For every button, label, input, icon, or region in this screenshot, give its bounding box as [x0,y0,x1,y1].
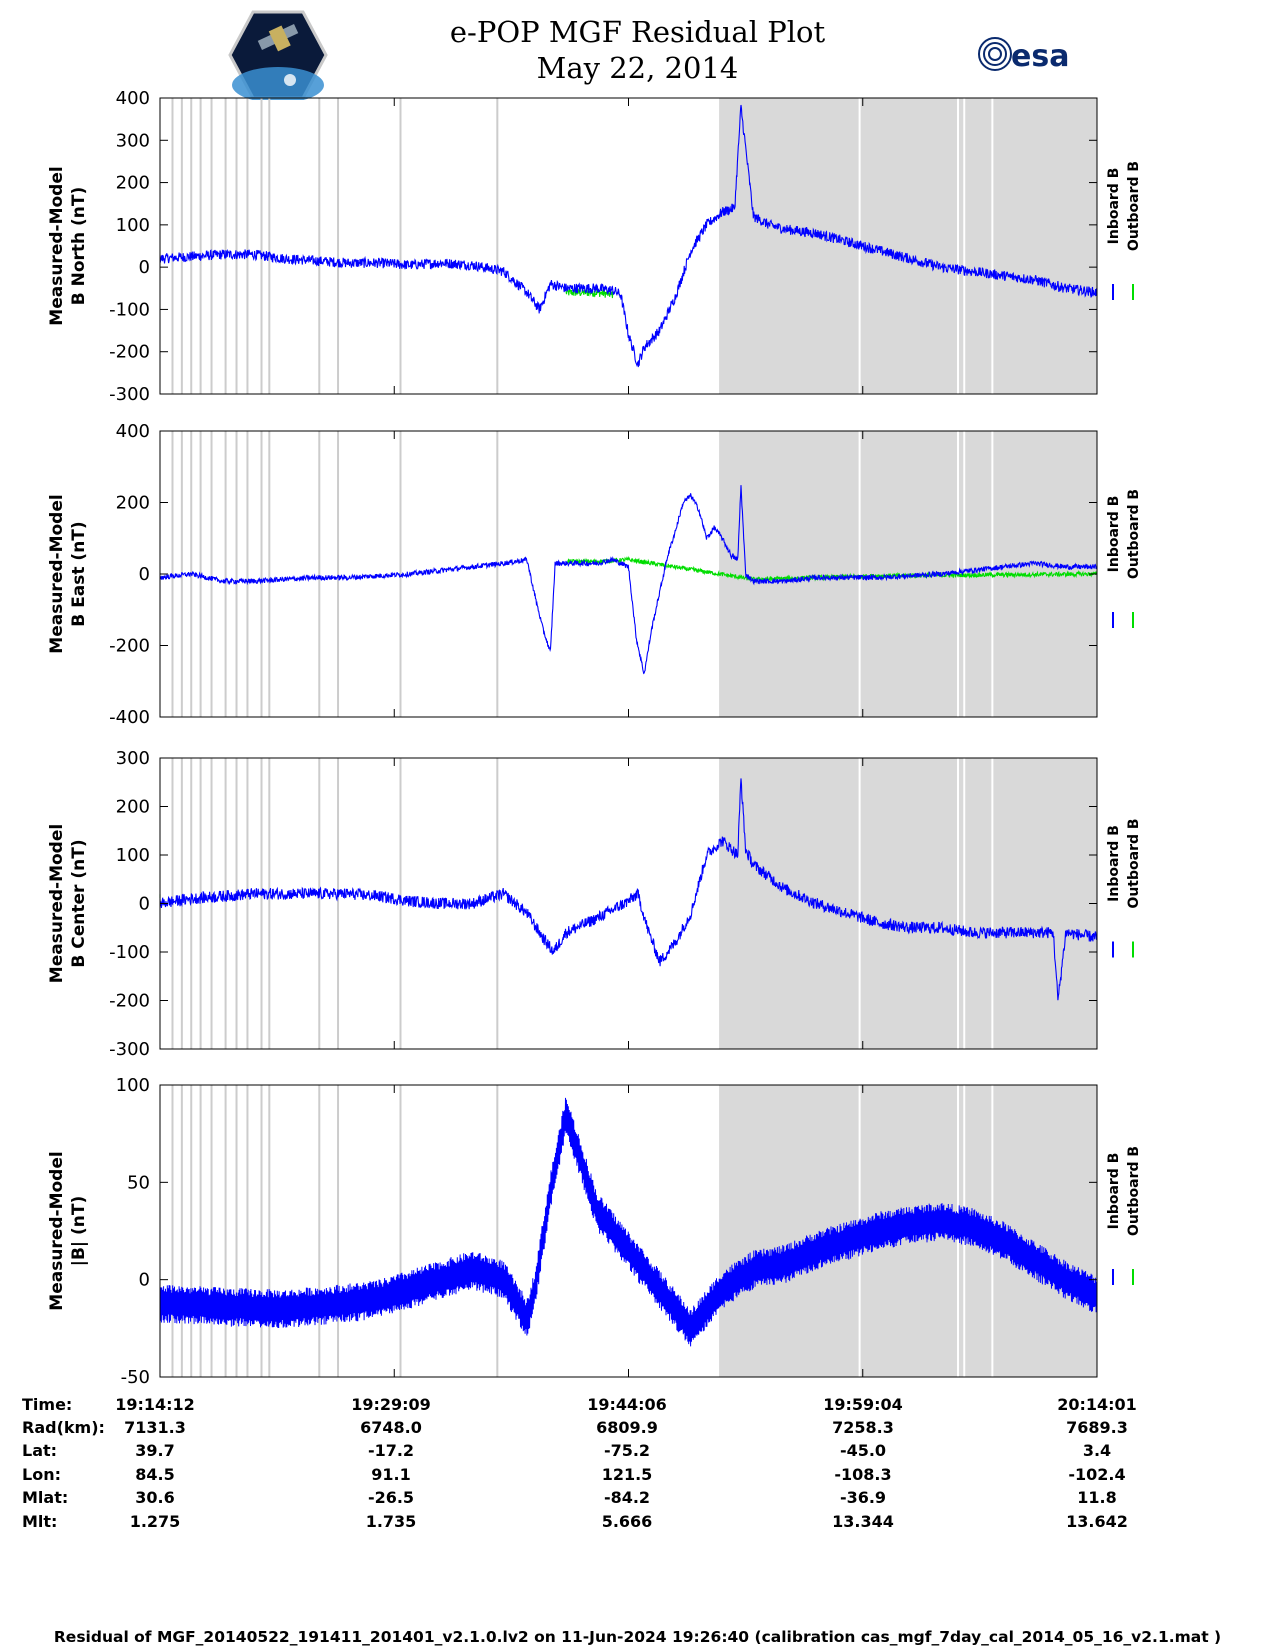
esa-logo: esa [978,37,1069,74]
y-tick-label: 0 [139,564,150,585]
y-axis-label-line-2: B East (nT) [69,521,89,626]
y-axis-label: Measured-Model B North (nT) [47,166,89,325]
y-axis-label-line-1: Measured-Model [47,1151,67,1310]
series-line-inboard [159,104,1098,368]
legend-label-inboard: Inboard B [1106,825,1122,902]
title-line-1: e-POP MGF Residual Plot [449,15,826,49]
title-line-2: May 22, 2014 [536,51,739,85]
panel-4: 100 50 0 -50 Measured-Model |B| (nT) Inboard B… [47,1075,1142,1388]
legend: Inboard B Outboard B [1106,489,1142,628]
series-line-inboard [159,485,1098,675]
y-axis-label: Measured-Model B East (nT) [47,494,89,653]
legend-label-outboard: Outboard B [1126,489,1142,579]
y-tick-label: -200 [109,991,150,1012]
shaded-region [719,758,1097,1049]
y-axis-label-line-2: |B| (nT) [69,1196,89,1267]
footer-caption: Residual of MGF_20140522_191411_201401_v… [53,1628,1222,1646]
y-tick-label: 100 [116,1075,150,1096]
y-tick-label: -400 [109,707,150,728]
y-tick-label: -200 [109,636,150,657]
y-tick-label: 400 [116,88,150,109]
y-axis-label-line-2: B Center (nT) [69,839,89,967]
y-tick-label: 200 [116,797,150,818]
panel-3: 300 200 100 0 -100 -200 -300 Measured-Model B Ce… [47,748,1142,1060]
legend-label-inboard: Inboard B [1106,496,1122,573]
series-line-inboard [159,778,1098,1001]
legend: Inboard B Outboard B [1106,161,1142,300]
y-axis-label: Measured-Model B Center (nT) [47,824,89,983]
panel-1: 400 300 200 100 0 -100 -200 -300 Measured-Model B… [47,88,1142,405]
series-line-inboard [159,1097,1098,1347]
y-tick-label: -100 [109,942,150,963]
y-tick-label: 50 [127,1172,150,1193]
y-tick-label: 0 [139,257,150,278]
legend-label-outboard: Outboard B [1126,1146,1142,1236]
y-axis-label-line-1: Measured-Model [47,494,67,653]
esa-logo-text: esa [1011,39,1069,74]
y-axis-label-line-2: B North (nT) [69,187,89,306]
legend: Inboard B Outboard B [1106,818,1142,958]
legend-label-inboard: Inboard B [1106,168,1122,245]
y-tick-label: 200 [116,173,150,194]
legend-label-inboard: Inboard B [1106,1153,1122,1230]
y-tick-label: 100 [116,845,150,866]
y-tick-label: -100 [109,299,150,320]
y-axis-label: Measured-Model |B| (nT) [47,1151,89,1310]
legend-label-outboard: Outboard B [1126,161,1142,251]
y-tick-label: -300 [109,384,150,405]
y-tick-label: -200 [109,342,150,363]
y-tick-label: 0 [139,894,150,915]
shaded-region [719,98,1097,394]
y-tick-label: 300 [116,748,150,769]
y-tick-label: -300 [109,1039,150,1060]
y-tick-label: -50 [121,1367,150,1388]
y-axis-label-line-1: Measured-Model [47,824,67,983]
cassiope-satellite-logo [228,10,328,100]
page-title: e-POP MGF Residual Plot May 22, 2014 [0,14,1275,86]
y-tick-label: 200 [116,493,150,514]
panel-2: 400 200 0 -200 -400 Measured-Model B East (nT)… [47,421,1142,728]
y-tick-label: 300 [116,130,150,151]
y-tick-label: 100 [116,215,150,236]
y-axis-label-line-1: Measured-Model [47,166,67,325]
legend-label-outboard: Outboard B [1126,818,1142,908]
legend: Inboard B Outboard B [1106,1146,1142,1285]
y-tick-label: 400 [116,421,150,442]
y-tick-label: 0 [139,1270,150,1291]
